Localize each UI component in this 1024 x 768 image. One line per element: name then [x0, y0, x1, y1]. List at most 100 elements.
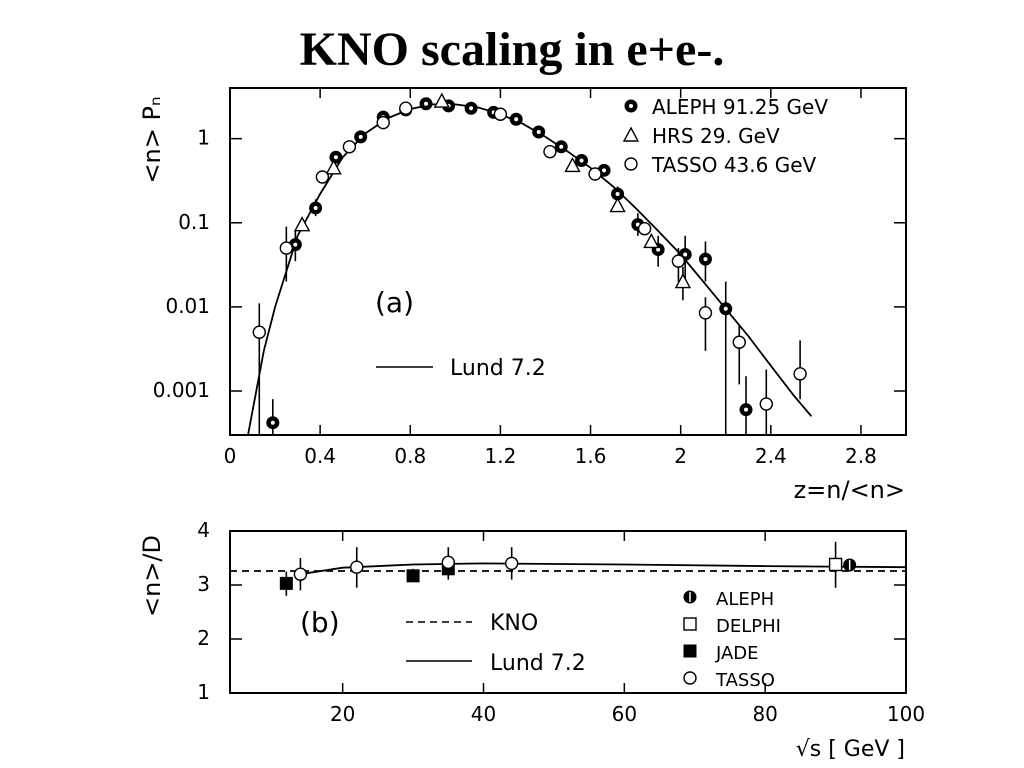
y-tick-label: 1	[197, 680, 210, 704]
data-point-tasso	[759, 397, 773, 411]
x-tick-label: 1.6	[575, 444, 607, 468]
data-point-tasso	[543, 144, 557, 159]
legend-marker-aleph	[624, 99, 638, 113]
legend-label: HRS 29. GeV	[652, 124, 780, 148]
data-point-aleph	[309, 201, 323, 215]
legend-marker-hrs	[622, 126, 640, 142]
legend-marker-tasso	[683, 671, 697, 685]
data-point-tasso	[399, 101, 413, 115]
legend-label: ALEPH	[716, 589, 774, 610]
data-point-aleph	[532, 125, 546, 139]
chart-b-panel-label: (b)	[300, 606, 340, 639]
chart-b-lund-key-label: Lund 7.2	[490, 651, 586, 676]
chart-b-kno-key-label: KNO	[490, 611, 538, 636]
series-curve-lund-7-2	[247, 103, 813, 436]
x-tick-label: 80	[752, 702, 777, 726]
x-tick-label: 0.4	[304, 444, 336, 468]
x-tick-label: 2.4	[755, 444, 787, 468]
data-point-tasso	[732, 335, 746, 349]
y-tick-label: 2	[197, 626, 210, 650]
data-point-aleph	[554, 140, 568, 154]
x-tick-label: 0.8	[394, 444, 426, 468]
data-point-jade	[279, 576, 293, 590]
data-point-hrs	[325, 159, 342, 175]
data-point-tasso	[376, 115, 390, 130]
chart-a-frame	[229, 87, 907, 436]
data-point-tasso	[588, 167, 602, 181]
data-point-hrs	[293, 216, 311, 232]
chart-b: 20 40 60 80 100 1 2 3 4 √s [ GeV ] <n>/D (b) KN…	[138, 518, 925, 762]
data-point-delphi	[828, 557, 843, 572]
data-point-aleph	[509, 112, 523, 126]
data-point-tasso	[441, 555, 455, 570]
y-tick-label: 0.01	[165, 294, 210, 318]
chart-a-lund-key-label: Lund 7.2	[450, 356, 546, 381]
chart-a-points	[252, 92, 807, 435]
data-point-aleph	[719, 302, 733, 316]
y-tick-label: 0.001	[153, 378, 210, 402]
chart-b-points	[279, 541, 857, 596]
series-curve-lund-7-2	[300, 562, 907, 576]
legend-label: TASSO 43.6 GeV	[651, 153, 817, 177]
y-tick-label: 0.1	[178, 210, 210, 234]
data-point-tasso	[493, 107, 508, 121]
data-point-hrs	[643, 232, 660, 249]
chart-a-panel-label: (a)	[375, 286, 414, 319]
chart-a-y-axis: 0.001 0.01 0.1 1	[153, 126, 906, 402]
data-point-tasso	[698, 306, 713, 320]
y-tick-label: 4	[197, 518, 210, 542]
data-point-aleph	[739, 403, 753, 417]
legend-label: TASSO	[715, 670, 775, 691]
data-point-tasso	[342, 140, 357, 154]
legend-marker-delphi	[683, 617, 697, 631]
data-point-hrs	[433, 92, 450, 108]
data-point-aleph	[419, 97, 433, 111]
legend-label: ALEPH 91.25 GeV	[652, 95, 828, 119]
data-point-hrs	[564, 156, 581, 173]
chart-a-x-axis: 0 0.4 0.8 1.2 1.6 2 2.4 2.8	[224, 88, 877, 468]
data-point-aleph	[464, 101, 478, 115]
x-tick-label: 1.2	[484, 444, 516, 468]
slide-title: KNO scaling in e+e-.	[299, 23, 725, 76]
chart-a-legend: ALEPH 91.25 GeV HRS 29. GeV TASSO 43.6 GeV	[622, 95, 828, 177]
chart-b-legend: ALEPH DELPHI JADE TASSO	[683, 589, 781, 691]
x-tick-label: 2.8	[845, 444, 877, 468]
chart-b-curves	[230, 562, 907, 576]
data-point-tasso	[293, 567, 308, 581]
data-point-tasso	[350, 560, 364, 574]
chart-b-x-axis-title: √s [ GeV ]	[796, 737, 905, 762]
data-point-jade	[406, 569, 420, 583]
chart-b-y-axis: 1 2 3 4	[197, 518, 906, 704]
chart-a-x-axis-title: z=n/<n>	[794, 476, 905, 504]
x-tick-label: 40	[471, 702, 496, 726]
data-point-tasso	[671, 254, 686, 268]
legend-label: JADE	[715, 643, 759, 664]
y-tick-label: 1	[197, 126, 210, 150]
data-point-tasso	[637, 222, 652, 236]
data-point-tasso	[252, 325, 266, 339]
legend-marker-tasso	[624, 157, 638, 171]
chart-a-y-axis-title: <n> Pₙ	[138, 96, 166, 183]
y-tick-label: 3	[197, 572, 210, 596]
x-tick-label: 60	[612, 702, 637, 726]
chart-b-y-axis-title: <n>/D	[138, 535, 166, 617]
data-point-hrs	[674, 273, 692, 289]
chart-a: 0 0.4 0.8 1.2 1.6 2 2.4 2.8 0.001 0.01 0.1 1 z=n/<…	[138, 87, 907, 504]
data-point-aleph	[611, 187, 625, 201]
legend-marker-aleph	[683, 590, 697, 604]
data-point-aleph	[329, 150, 343, 164]
x-tick-label: 0	[224, 444, 237, 468]
data-point-aleph	[843, 558, 857, 572]
chart-a-curves	[247, 103, 813, 436]
data-point-tasso	[504, 556, 519, 571]
x-tick-label: 100	[887, 702, 925, 726]
data-point-tasso	[793, 367, 807, 381]
chart-b-frame	[229, 530, 907, 694]
legend-label: DELPHI	[716, 616, 781, 637]
data-point-aleph	[354, 130, 368, 144]
data-point-aleph	[698, 252, 712, 266]
data-point-tasso	[315, 170, 330, 184]
data-point-hrs	[609, 197, 626, 213]
data-point-aleph	[575, 153, 589, 167]
